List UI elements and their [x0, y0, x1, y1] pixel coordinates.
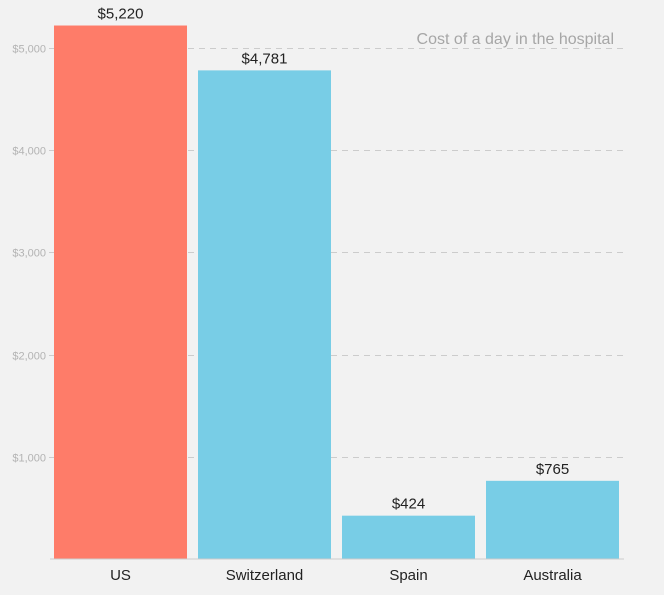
value-label: $4,781 [242, 50, 288, 67]
bar-spain [342, 515, 475, 559]
y-tick-label: $4,000 [12, 146, 46, 158]
chart-title: Cost of a day in the hospital [417, 31, 614, 48]
y-tick-label: $3,000 [12, 248, 46, 260]
x-tick-label: US [110, 567, 131, 584]
x-tick-label: Australia [523, 567, 582, 584]
bar-australia [486, 480, 619, 559]
value-label: $424 [392, 496, 425, 513]
value-label: $765 [536, 461, 569, 478]
bar-us [54, 25, 187, 560]
x-tick-label: Spain [389, 567, 427, 584]
bars: $5,220 US $4,781 Switzerland $424 Spain $765 Au… [54, 6, 619, 584]
gridlines [56, 48, 624, 458]
bar-switzerland [198, 70, 331, 559]
y-tick-label: $2,000 [12, 351, 46, 363]
value-label: $5,220 [98, 6, 144, 23]
y-tick-label: $5,000 [12, 44, 46, 56]
y-tick-label: $1,000 [12, 453, 46, 465]
y-axis: $1,000 $2,000 $3,000 $4,000 $5,000 [12, 44, 54, 465]
x-tick-label: Switzerland [226, 567, 304, 584]
